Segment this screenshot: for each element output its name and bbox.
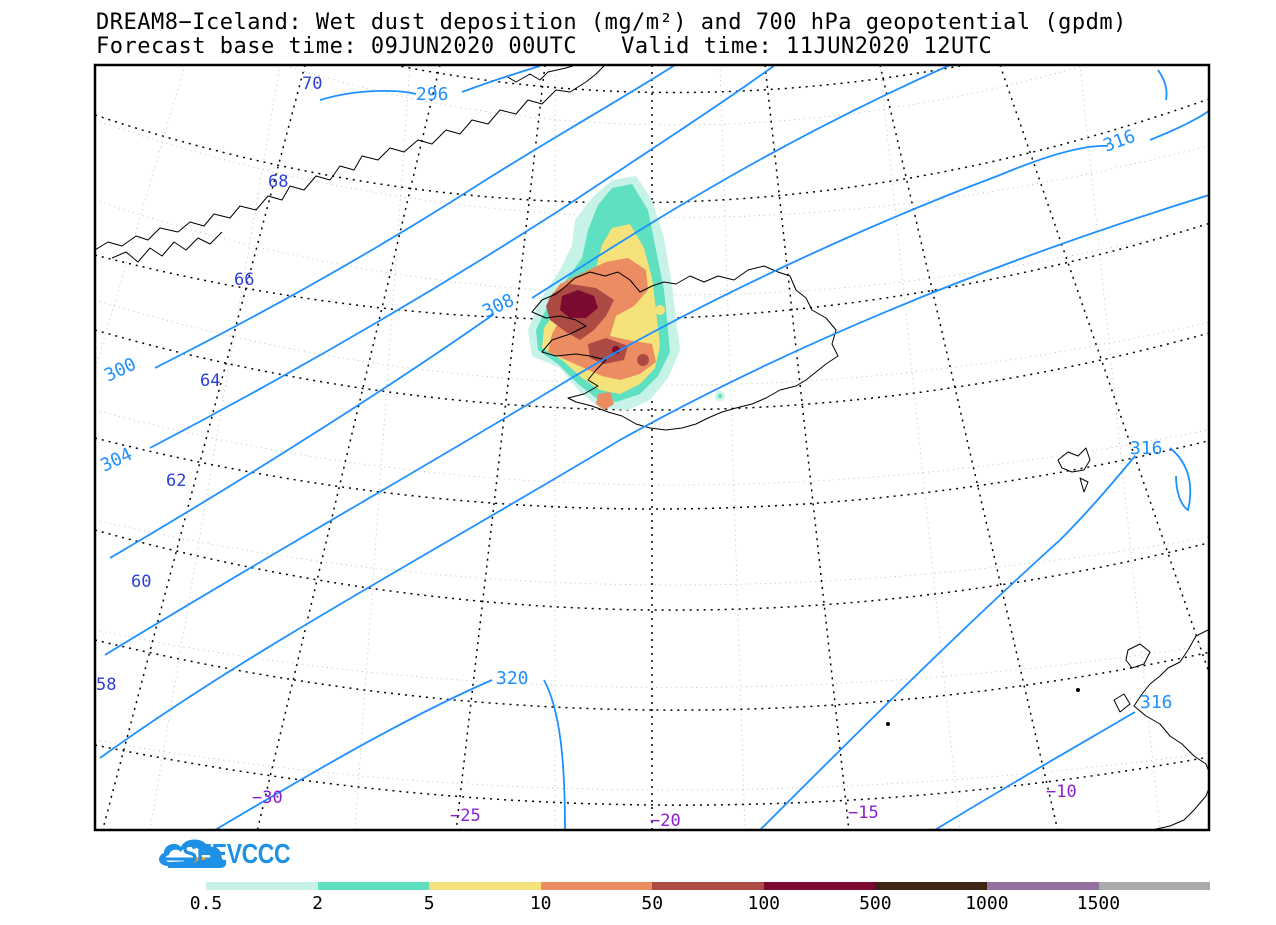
- contour-312: [104, 144, 1109, 656]
- contour-316-e: [1157, 69, 1168, 101]
- dust-spot-small-b: [718, 394, 722, 398]
- map-content: [95, 65, 1209, 830]
- colorbar-segment: [206, 882, 318, 890]
- lat-label: 70: [302, 74, 322, 94]
- colorbar: [206, 882, 1211, 890]
- lon-label: −30: [252, 788, 283, 808]
- forecast-base-time: Forecast base time: 09JUN2020 00UTC: [96, 34, 578, 59]
- lat-label: 68: [268, 172, 288, 192]
- fine-graticule: [95, 65, 1209, 830]
- contour-label: 316: [1101, 126, 1139, 157]
- colorbar-label: 2: [312, 893, 323, 914]
- colorbar-label: 1500: [1076, 893, 1121, 914]
- colorbar-segment: [317, 882, 430, 890]
- contour-label: 320: [496, 668, 529, 689]
- colorbar-segment: [763, 882, 876, 890]
- contour-304: [149, 65, 776, 449]
- colorbar-label: 0.5: [189, 893, 223, 914]
- colorbar-segment: [875, 882, 987, 890]
- colorbar-segment: [1098, 882, 1211, 890]
- contour-label: 316: [1140, 692, 1173, 713]
- lat-label: 62: [166, 471, 186, 491]
- hebrides-coastline: [1113, 643, 1151, 713]
- greenland-inner-coast: [111, 231, 223, 263]
- valid-time: Valid time: 11JUN2020 12UTC: [621, 34, 993, 59]
- contour-label: 300: [101, 354, 139, 387]
- contour-296: [319, 65, 541, 101]
- dust-level-100: [560, 290, 598, 318]
- contour-label: 304: [97, 444, 135, 477]
- colorbar-label: 50: [641, 893, 664, 914]
- main-graticule: [95, 65, 1209, 830]
- colorbar-label: 1000: [965, 893, 1009, 914]
- colorbar-segment: [652, 882, 764, 890]
- dust-spot-50: [637, 354, 649, 366]
- lon-label: −25: [450, 806, 481, 826]
- map-frame: [93, 63, 1211, 832]
- colorbar-label: 500: [859, 893, 892, 914]
- colorbar-label: 10: [529, 893, 552, 914]
- colorbar-segment: [429, 882, 541, 890]
- colorbar-segment: [986, 882, 1099, 890]
- lon-label: −15: [848, 803, 879, 823]
- contour-316-c: [759, 447, 1192, 830]
- lat-label: 60: [131, 572, 151, 592]
- lon-label: −20: [650, 811, 681, 831]
- contour-308: [109, 65, 951, 559]
- contour-label: 296: [416, 84, 449, 105]
- dust-spot-small-c: [655, 305, 665, 315]
- longitude-labels: −30 −25 −20 −15 −10: [252, 782, 1077, 831]
- time-info: Forecast base time: 09JUN2020 00UTC Valid…: [96, 36, 992, 58]
- lon-label: −10: [1046, 782, 1077, 802]
- contour-300: [154, 65, 676, 369]
- contour-label: 316: [1130, 438, 1163, 459]
- contour-label: 308: [479, 290, 517, 323]
- lat-label: 64: [200, 371, 220, 391]
- lat-label: 58: [96, 675, 116, 695]
- latitude-labels: 70 68 66 64 62 60 58: [96, 74, 322, 695]
- coastlines: [95, 65, 1209, 830]
- geopotential-contours: [99, 65, 1209, 830]
- seevccc-logo-icon: [159, 839, 227, 868]
- colorbar-label: 100: [747, 893, 781, 914]
- dust-level-10b: [596, 392, 614, 410]
- faroe-coastline: [1057, 447, 1091, 493]
- contour-316-d: [934, 711, 1136, 830]
- dust-deposition-shading: [528, 176, 725, 410]
- map-title: DREAM8−Iceland: Wet dust deposition (mg/…: [96, 10, 1127, 35]
- colorbar-label: 5: [423, 893, 435, 914]
- contour-320: [214, 679, 566, 830]
- contour-316-b: [99, 194, 1209, 759]
- iceland-coastline: [531, 265, 839, 431]
- contour-316-a: [1149, 109, 1209, 141]
- lat-label: 66: [234, 270, 254, 290]
- scotland-coastline: [1133, 629, 1209, 830]
- logo-text: SEEVCCC: [182, 838, 291, 869]
- colorbar-segment: [540, 882, 653, 890]
- greenland-coastline: [95, 65, 605, 251]
